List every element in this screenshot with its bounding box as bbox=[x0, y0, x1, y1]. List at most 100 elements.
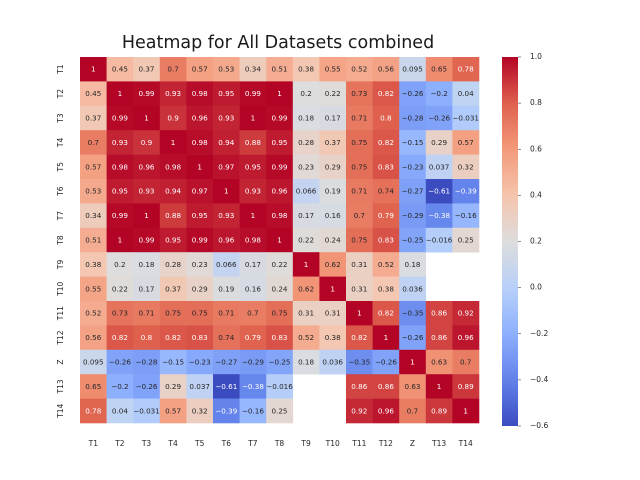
y-tick-label: T6 bbox=[56, 186, 65, 197]
cell-value-label: 0.65 bbox=[85, 382, 101, 391]
cell-value-label: 0.82 bbox=[378, 89, 394, 98]
heatmap-cell bbox=[399, 227, 427, 253]
cell-value-label: −0.15 bbox=[401, 138, 423, 147]
cell-value-label: 0.7 bbox=[460, 358, 471, 367]
cell-value-label: 0.29 bbox=[192, 284, 208, 293]
cell-value-label: −0.35 bbox=[348, 358, 370, 367]
heatmap-cell bbox=[106, 179, 134, 204]
cell-value-label: 0.34 bbox=[245, 65, 261, 74]
cell-value-label: 0.93 bbox=[165, 89, 181, 98]
cell-value-label: 0.29 bbox=[325, 162, 341, 171]
heatmap-cell bbox=[425, 398, 453, 424]
heatmap-cell bbox=[133, 203, 161, 229]
heatmap-cell bbox=[372, 325, 400, 351]
cell-value-label: −0.29 bbox=[401, 211, 423, 220]
heatmap-cell bbox=[452, 130, 480, 155]
cell-value-label: −0.16 bbox=[455, 211, 477, 220]
cell-value-label: 0.96 bbox=[192, 114, 208, 123]
heatmap-cell bbox=[319, 203, 347, 229]
heatmap-cell bbox=[372, 179, 400, 204]
heatmap-cell bbox=[266, 130, 294, 155]
cell-value-label: 0.99 bbox=[112, 211, 128, 220]
cell-value-label: −0.016 bbox=[426, 236, 453, 245]
heatmap-cell bbox=[106, 105, 134, 131]
cell-value-label: 0.75 bbox=[271, 309, 287, 318]
heatmap-cell bbox=[239, 179, 267, 204]
y-tick-label: T1 bbox=[56, 64, 65, 75]
cell-value-label: 0.95 bbox=[245, 162, 261, 171]
cell-value-label: 0.99 bbox=[271, 162, 287, 171]
cell-value-label: 1 bbox=[463, 406, 468, 415]
x-tick-label: T14 bbox=[458, 439, 473, 448]
heatmap-cell bbox=[239, 81, 267, 107]
cell-value-label: 0.25 bbox=[271, 406, 287, 415]
cell-value-label: 0.71 bbox=[218, 309, 234, 318]
heatmap-cell bbox=[106, 130, 134, 155]
colorbar-tick-label: −0.2 bbox=[530, 329, 548, 338]
cell-value-label: 0.38 bbox=[85, 260, 101, 269]
cell-value-label: 0.7 bbox=[167, 65, 178, 74]
colorbar-tick-label: −0.6 bbox=[530, 421, 548, 430]
cell-value-label: 0.88 bbox=[165, 211, 181, 220]
cell-value-label: 1 bbox=[277, 89, 282, 98]
heatmap-cell bbox=[186, 81, 214, 107]
cell-value-label: 0.82 bbox=[351, 333, 367, 342]
cell-value-label: 0.51 bbox=[85, 236, 101, 245]
cell-value-label: 0.25 bbox=[458, 236, 474, 245]
y-tick-label: T3 bbox=[56, 113, 65, 124]
heatmap-cell bbox=[239, 252, 267, 277]
heatmap-cell bbox=[372, 349, 400, 375]
heatmap-cell bbox=[452, 227, 480, 253]
heatmap-cell bbox=[346, 374, 373, 399]
y-tick-label: T9 bbox=[56, 259, 65, 270]
heatmap-cell bbox=[213, 154, 240, 180]
heatmap-cell bbox=[80, 130, 107, 155]
cell-value-label: 0.98 bbox=[192, 89, 208, 98]
heatmap-cell bbox=[319, 105, 347, 131]
cell-value-label: 0.22 bbox=[112, 284, 128, 293]
heatmap-cell bbox=[372, 276, 400, 302]
cell-value-label: 0.17 bbox=[298, 211, 314, 220]
heatmap-cell bbox=[133, 105, 161, 131]
cell-value-label: 0.23 bbox=[298, 162, 314, 171]
cell-value-label: 0.18 bbox=[138, 260, 154, 269]
colorbar bbox=[502, 57, 518, 426]
cell-value-label: 0.52 bbox=[85, 309, 101, 318]
heatmap-cell bbox=[186, 179, 214, 204]
cell-value-label: 0.62 bbox=[325, 260, 341, 269]
heatmap-cell bbox=[106, 81, 134, 107]
heatmap-cell bbox=[292, 154, 320, 180]
heatmap-cell bbox=[399, 325, 427, 351]
cell-value-label: 0.32 bbox=[192, 406, 208, 415]
heatmap-cell bbox=[399, 154, 427, 180]
cell-value-label: 0.96 bbox=[218, 236, 234, 245]
cell-value-label: 0.98 bbox=[112, 162, 128, 171]
heatmap-cell bbox=[399, 398, 427, 424]
y-tick-labels: T1 T2 T3 T4 T5 T6 T7 T8 T9 T10 T11 T12 Z T13 T14 bbox=[56, 64, 65, 419]
heatmap-cell bbox=[186, 105, 214, 131]
cell-value-label: −0.26 bbox=[428, 114, 450, 123]
cell-value-label: 0.2 bbox=[300, 89, 311, 98]
cell-value-label: 0.32 bbox=[458, 162, 474, 171]
cell-value-label: 0.73 bbox=[351, 89, 367, 98]
cell-value-label: 0.38 bbox=[378, 284, 394, 293]
cell-value-label: 0.75 bbox=[165, 309, 181, 318]
heatmap-cell bbox=[319, 276, 347, 302]
heatmap-cell bbox=[239, 374, 267, 399]
cell-value-label: 0.55 bbox=[85, 284, 101, 293]
cell-value-label: 0.55 bbox=[325, 65, 341, 74]
heatmap-cell bbox=[452, 203, 480, 229]
heatmap-cell bbox=[159, 325, 187, 351]
heatmap-cell bbox=[346, 227, 373, 253]
heatmap-cell bbox=[292, 227, 320, 253]
heatmap-cell bbox=[266, 252, 294, 277]
cell-value-label: 0.37 bbox=[165, 284, 181, 293]
heatmap-cell bbox=[186, 374, 214, 399]
cell-value-label: −0.27 bbox=[215, 358, 237, 367]
cell-value-label: 0.92 bbox=[351, 406, 367, 415]
cell-value-label: 0.95 bbox=[112, 187, 128, 196]
cell-value-label: −0.29 bbox=[242, 358, 264, 367]
cell-value-label: 1 bbox=[171, 138, 176, 147]
cell-value-label: 0.57 bbox=[192, 65, 208, 74]
